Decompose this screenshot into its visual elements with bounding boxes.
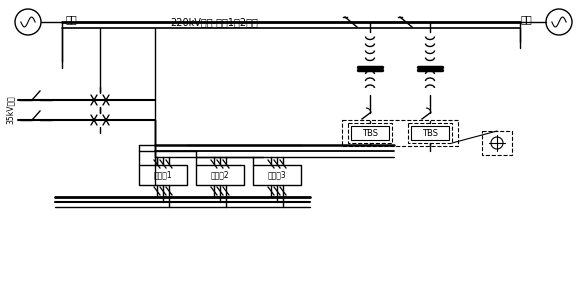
Text: 铁北: 铁北 bbox=[66, 14, 77, 24]
Bar bbox=[348, 123, 392, 143]
Bar bbox=[342, 120, 458, 146]
Text: 晓庄: 晓庄 bbox=[521, 14, 533, 24]
Text: 220kV铁北-晓庄1、2线路: 220kV铁北-晓庄1、2线路 bbox=[170, 17, 258, 27]
Text: 35kV母线: 35kV母线 bbox=[5, 96, 15, 124]
Text: 换流器2: 换流器2 bbox=[211, 171, 230, 180]
Text: 换流器1: 换流器1 bbox=[154, 171, 173, 180]
Bar bbox=[253, 165, 301, 185]
Bar bbox=[351, 126, 389, 140]
Text: TBS: TBS bbox=[362, 129, 378, 138]
Text: 换流器3: 换流器3 bbox=[268, 171, 286, 180]
Bar bbox=[139, 165, 187, 185]
Bar bbox=[196, 165, 244, 185]
Bar bbox=[408, 123, 452, 143]
Bar bbox=[482, 131, 512, 155]
Text: TBS: TBS bbox=[422, 129, 438, 138]
Bar bbox=[411, 126, 449, 140]
